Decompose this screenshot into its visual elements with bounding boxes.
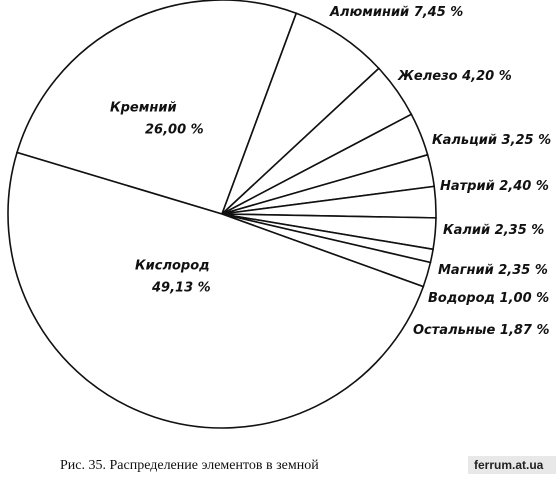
pie-slice bbox=[7, 151, 425, 429]
value-label: 1,00 % bbox=[500, 291, 550, 306]
value-label: 1,87 % bbox=[500, 323, 550, 338]
category-label: Калий bbox=[443, 223, 490, 238]
category-label: Алюминий bbox=[329, 5, 409, 20]
category-label: Железо bbox=[397, 69, 458, 84]
value-label: 7,45 % bbox=[414, 5, 464, 20]
value-label: 4,20 % bbox=[461, 69, 512, 84]
slice-label: Алюминий 7,45 % bbox=[329, 5, 463, 20]
slice-label: Магний 2,35 % bbox=[438, 263, 548, 278]
slice-label: Водород 1,00 % bbox=[428, 291, 549, 306]
value-label: 2,35 % bbox=[495, 223, 545, 238]
category-label: Остальные bbox=[413, 323, 496, 338]
pie-slice bbox=[16, 0, 298, 215]
watermark-box bbox=[468, 456, 556, 474]
value-label: 3,25 % bbox=[502, 133, 552, 148]
value-label: 26,00 % bbox=[145, 123, 204, 138]
category-label: Магний bbox=[438, 263, 494, 278]
category-label: Кальций bbox=[432, 133, 497, 148]
slice-label: Калий 2,35 % bbox=[443, 223, 544, 238]
pie-slice bbox=[221, 12, 380, 215]
category-label: Кислород bbox=[135, 259, 210, 274]
value-label: 2,40 % bbox=[499, 179, 549, 194]
value-label: 2,35 % bbox=[498, 263, 548, 278]
category-label: Натрий bbox=[440, 179, 495, 194]
value-label: 49,13 % bbox=[151, 281, 211, 296]
category-label: Кремний bbox=[110, 101, 177, 116]
watermark: ferrum.at.ua bbox=[474, 458, 544, 472]
slice-label: Кальций 3,25 % bbox=[432, 133, 551, 148]
category-label: Водород bbox=[428, 291, 495, 306]
slice-label: Железо 4,20 % bbox=[397, 69, 512, 84]
slice-label: Натрий 2,40 % bbox=[440, 179, 549, 194]
caption: Рис. 35. Распределение элементов в земно… bbox=[60, 458, 319, 473]
slice-label: Остальные 1,87 % bbox=[413, 323, 550, 338]
